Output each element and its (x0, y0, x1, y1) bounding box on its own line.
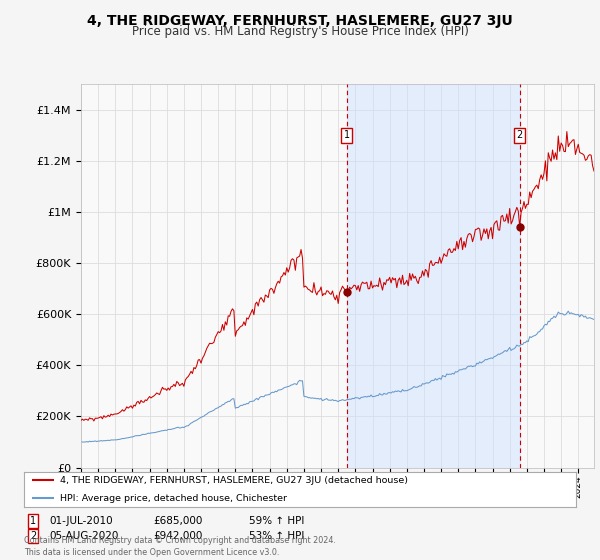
Text: 4, THE RIDGEWAY, FERNHURST, HASLEMERE, GU27 3JU (detached house): 4, THE RIDGEWAY, FERNHURST, HASLEMERE, G… (60, 476, 408, 485)
Text: £942,000: £942,000 (153, 531, 202, 541)
Text: 05-AUG-2020: 05-AUG-2020 (49, 531, 119, 541)
Text: Price paid vs. HM Land Registry's House Price Index (HPI): Price paid vs. HM Land Registry's House … (131, 25, 469, 38)
Text: 2: 2 (517, 130, 523, 140)
Text: 53% ↑ HPI: 53% ↑ HPI (249, 531, 304, 541)
Text: Contains HM Land Registry data © Crown copyright and database right 2024.
This d: Contains HM Land Registry data © Crown c… (24, 536, 336, 557)
Text: 1: 1 (30, 516, 36, 526)
Bar (347, 84, 520, 468)
Text: 1: 1 (344, 130, 350, 140)
Text: 4, THE RIDGEWAY, FERNHURST, HASLEMERE, GU27 3JU: 4, THE RIDGEWAY, FERNHURST, HASLEMERE, G… (87, 14, 513, 28)
Text: 01-JUL-2010: 01-JUL-2010 (49, 516, 113, 526)
Text: 59% ↑ HPI: 59% ↑ HPI (249, 516, 304, 526)
Text: HPI: Average price, detached house, Chichester: HPI: Average price, detached house, Chic… (60, 494, 287, 503)
Text: 2: 2 (30, 531, 36, 541)
Text: £685,000: £685,000 (153, 516, 202, 526)
